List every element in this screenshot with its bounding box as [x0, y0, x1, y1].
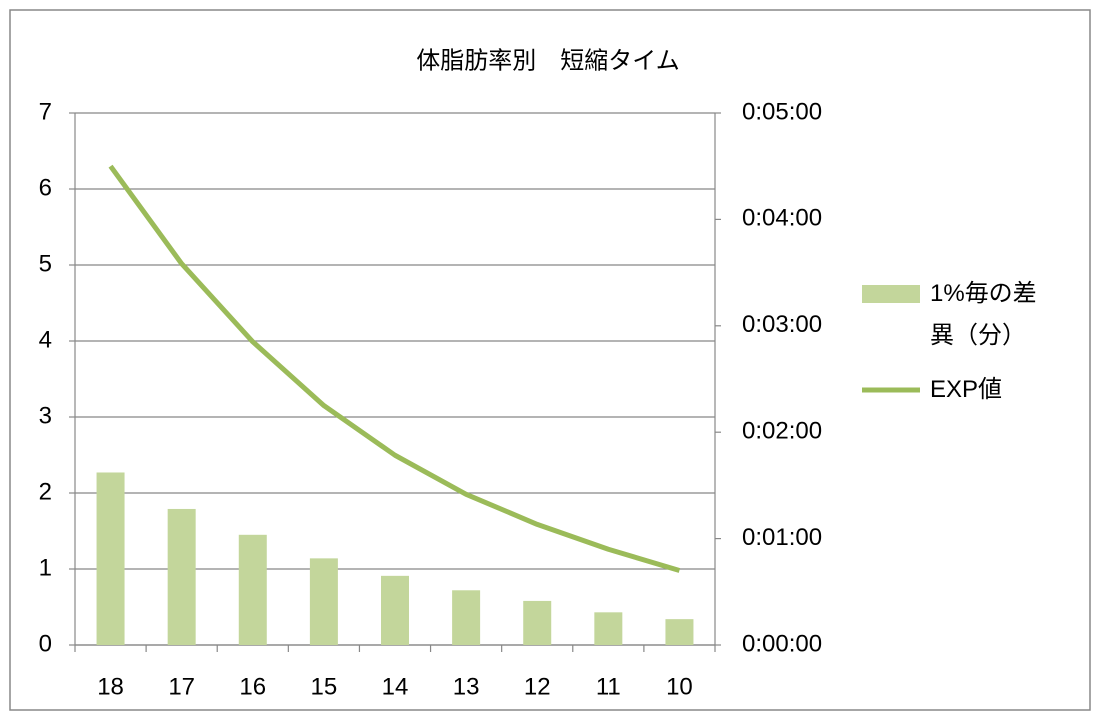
y-tick-label: 5 [39, 250, 52, 277]
y-tick-label: 1 [39, 554, 52, 581]
legend-label: EXP値 [930, 376, 1003, 403]
legend-label: 1%毎の差異（分） [930, 280, 1037, 349]
x-tick-label: 11 [596, 673, 621, 700]
x-tick-label: 16 [239, 673, 266, 700]
y2-tick-label: 0:01:00 [742, 524, 822, 551]
y-tick-label: 3 [39, 402, 52, 429]
chart-title: 体脂肪率別 短縮タイム [416, 47, 680, 74]
y-tick-label: 4 [39, 326, 52, 353]
y-tick-label: 0 [39, 630, 52, 657]
x-tick-label: 13 [453, 673, 480, 700]
x-tick-label: 18 [97, 673, 124, 700]
y2-tick-label: 0:05:00 [742, 98, 822, 125]
bar [594, 612, 623, 645]
y-tick-label: 6 [39, 174, 52, 201]
y-tick-label: 7 [39, 98, 52, 125]
bar [523, 600, 552, 645]
bar [381, 575, 409, 645]
y2-tick-label: 0:04:00 [742, 205, 822, 232]
x-tick-label: 17 [168, 673, 195, 700]
x-tick-label: 14 [382, 673, 409, 700]
bar [309, 558, 338, 645]
x-tick-label: 10 [666, 673, 693, 700]
bar [452, 590, 481, 645]
y-tick-label: 2 [39, 478, 52, 505]
y2-tick-label: 0:02:00 [742, 418, 822, 445]
x-tick-label: 12 [524, 673, 551, 700]
bar [167, 508, 196, 645]
y2-tick-label: 0:03:00 [742, 311, 822, 338]
y2-tick-label: 0:00:00 [742, 630, 822, 657]
bar [238, 534, 267, 645]
bar [665, 619, 694, 645]
x-tick-label: 15 [311, 673, 338, 700]
line [108, 164, 681, 573]
bar [96, 472, 125, 645]
legend-swatch [862, 285, 920, 303]
